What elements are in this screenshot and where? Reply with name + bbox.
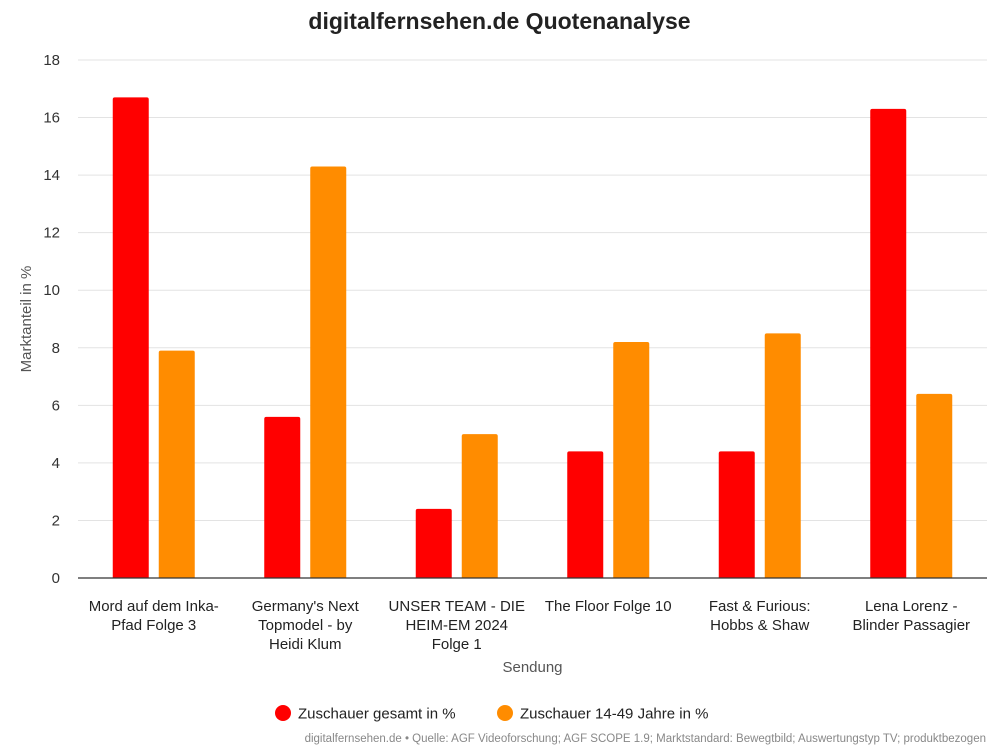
- bar-series-1-cat-1: [112, 97, 149, 579]
- chart-title: digitalfernsehen.de Quotenanalyse: [308, 8, 691, 34]
- y-tick-label: 10: [43, 282, 60, 299]
- x-axis-title: Sendung: [502, 659, 562, 676]
- legend-swatch: [275, 705, 291, 721]
- y-tick-label: 6: [52, 397, 60, 414]
- x-category-label-line: Blinder Passagier: [852, 617, 970, 634]
- x-category-label: The Floor Folge 10: [545, 598, 672, 615]
- x-category-label: Lena Lorenz - Blinder Passagier: [852, 598, 970, 634]
- legend-label: Zuschauer 14-49 Jahre in %: [520, 706, 708, 723]
- bar-series-1-cat-3: [415, 508, 452, 578]
- y-tick-label: 2: [52, 512, 60, 529]
- bar-series-2-cat-6: [916, 393, 953, 578]
- bar-series-2-cat-1: [158, 350, 195, 578]
- x-axis-categories: Mord auf dem Inka- Pfad Folge 3 Germany's …: [89, 598, 970, 653]
- y-tick-label: 18: [43, 52, 60, 69]
- x-category-label-line: HEIM-EM 2024: [405, 617, 508, 634]
- legend-swatch: [497, 705, 513, 721]
- gridlines: [78, 59, 987, 521]
- y-tick-label: 14: [43, 167, 60, 184]
- x-category-label-line: Fast & Furious:: [709, 598, 811, 615]
- y-tick-label: 12: [43, 225, 60, 242]
- x-category-label-line: The Floor Folge 10: [545, 598, 672, 615]
- y-tick-label: 16: [43, 110, 60, 127]
- x-category-label-line: Topmodel - by: [258, 617, 353, 634]
- bar-series-1-cat-6: [870, 108, 907, 578]
- y-axis-ticks: 0 2 4 6 8 10 12 14 16 18: [43, 52, 60, 587]
- bar-series-1-cat-4: [567, 451, 604, 578]
- bars: [112, 97, 953, 579]
- bar-series-2-cat-5: [764, 333, 801, 578]
- x-category-label: Germany's Next Topmodel - by Heidi Klum: [252, 598, 360, 653]
- x-category-label-line: Hobbs & Shaw: [710, 617, 809, 634]
- bar-series-2-cat-3: [461, 434, 498, 578]
- x-category-label: UNSER TEAM - DIE HEIM-EM 2024 Folge 1: [389, 598, 525, 653]
- x-category-label-line: Pfad Folge 3: [111, 617, 196, 634]
- x-category-label-line: Mord auf dem Inka-: [89, 598, 219, 615]
- source-note: digitalfernsehen.de • Quelle: AGF Videof…: [305, 733, 986, 745]
- x-category-label-line: Folge 1: [432, 636, 482, 653]
- x-category-label-line: Heidi Klum: [269, 636, 342, 653]
- y-tick-label: 4: [52, 455, 60, 472]
- bar-series-2-cat-4: [613, 342, 650, 578]
- bar-series-1-cat-2: [264, 416, 301, 578]
- y-tick-label: 8: [52, 340, 60, 357]
- x-category-label-line: Lena Lorenz -: [865, 598, 958, 615]
- x-category-label-line: UNSER TEAM - DIE: [389, 598, 525, 615]
- y-tick-label: 0: [52, 570, 60, 587]
- x-category-label: Fast & Furious: Hobbs & Shaw: [709, 598, 811, 634]
- x-category-label-line: Germany's Next: [252, 598, 360, 615]
- bar-series-2-cat-2: [310, 166, 347, 578]
- bar-series-1-cat-5: [718, 451, 755, 578]
- y-axis-title: Marktanteil in %: [18, 266, 35, 373]
- legend-label: Zuschauer gesamt in %: [298, 706, 456, 723]
- x-category-label: Mord auf dem Inka- Pfad Folge 3: [89, 598, 219, 634]
- legend: Zuschauer gesamt in % Zuschauer 14-49 Jah…: [275, 705, 708, 723]
